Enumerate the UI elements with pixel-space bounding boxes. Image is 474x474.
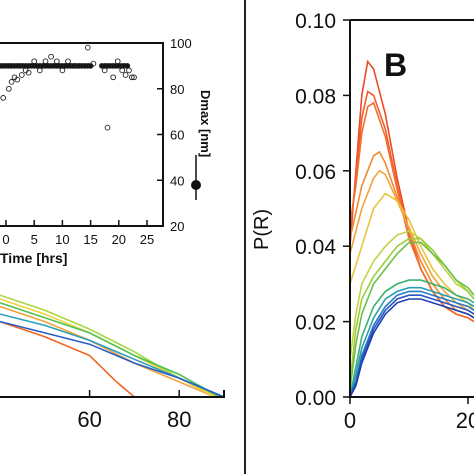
panel-b-y-ticks: 0.00 0.02 0.04 0.06 0.08 0.10 [295, 10, 350, 410]
panel-b-y-tick-label: 0.00 [295, 387, 336, 410]
inset-open-point [126, 67, 132, 74]
panel-a-x-tick-label: 80 [167, 407, 191, 432]
inset-x-tick-label: 25 [140, 232, 154, 247]
inset-y-tick-label: 100 [170, 36, 192, 51]
panel-a-inset: 0 5 10 15 20 25 20 40 60 80 100 Time [hrs] Dmax [… [0, 36, 213, 266]
inset-x-tick-label: 15 [83, 232, 97, 247]
panel-b-x-ticks: 0 20 [344, 397, 474, 433]
panel-b-series-line [349, 298, 474, 398]
panel-b-series-line [349, 279, 474, 398]
inset-open-point [119, 67, 126, 74]
panel-a-series-line [0, 320, 225, 398]
inset-open-point [104, 124, 111, 131]
inset-x-tick-label: 20 [112, 232, 126, 247]
inset-open-point [5, 85, 12, 92]
panel-b-y-tick-label: 0.04 [295, 236, 336, 259]
inset-y-tick-label: 20 [170, 219, 184, 234]
inset-open-point [131, 74, 137, 81]
panel-a-curves [0, 294, 225, 398]
panel-a-main: 60 80 [0, 294, 225, 432]
panel-a-series-line [0, 305, 216, 398]
inset-open-point [14, 76, 21, 83]
inset-open-point [59, 67, 66, 74]
panel-b-series-line [349, 241, 474, 390]
panel-b-y-tick-label: 0.06 [295, 161, 336, 184]
inset-open-point [110, 74, 117, 81]
panel-a-series-line [0, 320, 135, 398]
inset-open-point [101, 67, 108, 74]
panel-a-x-axis [0, 390, 225, 398]
inset-open-point [114, 58, 121, 65]
panel-a-x-tick-label: 60 [77, 407, 101, 432]
inset-open-point [122, 72, 129, 78]
inset-open-point [128, 74, 135, 81]
panel-b-y-label: P(R) [251, 209, 273, 250]
inset-x-tick-label: 0 [2, 232, 9, 247]
panel-b-series-line [349, 230, 474, 360]
inset-open-point [53, 58, 60, 65]
inset-y-tick-label: 40 [170, 173, 184, 188]
inset-x-ticks: 0 5 10 15 20 25 [2, 220, 154, 247]
panel-b-series-line [349, 290, 474, 398]
inset-legend-marker [191, 155, 201, 200]
inset-open-point [0, 95, 7, 101]
inset-open-point [31, 58, 38, 65]
inset-open-point [84, 44, 91, 51]
panel-b-y-tick-label: 0.10 [295, 10, 336, 33]
panel-b: 0.00 0.02 0.04 0.06 0.08 0.10 0 20 P(R) B [251, 10, 474, 433]
panel-b-y-tick-label: 0.08 [295, 85, 336, 108]
inset-open-point [8, 79, 15, 85]
inset-open-point [42, 58, 49, 65]
inset-y-tick-label: 80 [170, 82, 184, 97]
panel-b-x-tick-label: 0 [344, 408, 356, 433]
panel-b-series-line [349, 286, 474, 398]
panel-a-x-ticks: 60 80 [77, 390, 191, 432]
inset-x-label: Time [hrs] [0, 250, 67, 266]
panel-b-label: B [384, 47, 407, 83]
inset-open-point [25, 69, 32, 76]
inset-open-point [90, 60, 97, 67]
inset-y-label: Dmax [nm] [198, 90, 213, 157]
inset-x-tick-label: 10 [55, 232, 69, 247]
inset-open-point [36, 67, 43, 74]
panel-b-y-tick-label: 0.02 [295, 312, 336, 335]
inset-open-point [70, 63, 77, 69]
inset-frame [0, 42, 164, 227]
panel-b-series-line [349, 294, 474, 398]
panel-a-series-line [0, 302, 220, 398]
inset-x-tick-label: 5 [31, 232, 38, 247]
inset-open-point [48, 53, 54, 60]
panel-b-x-tick-label: 20 [456, 408, 474, 433]
inset-open-point [18, 72, 25, 78]
inset-open-point [65, 58, 71, 65]
inset-y-tick-label: 60 [170, 128, 184, 143]
inset-points [0, 44, 137, 131]
inset-y-ticks: 20 40 60 80 100 [157, 36, 192, 234]
panel-b-curves [349, 59, 474, 398]
